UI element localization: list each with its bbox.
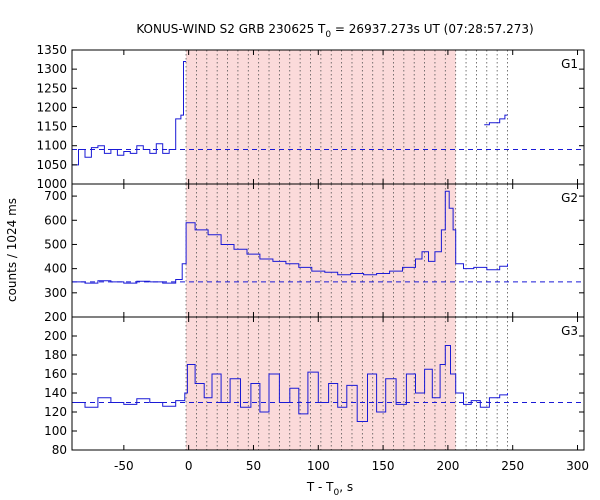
chart-title: KONUS-WIND S2 GRB 230625 T0 = 26937.273s…	[136, 22, 533, 40]
shaded-interval	[186, 50, 456, 184]
x-tick-label: 250	[501, 459, 524, 473]
panel-label: G1	[561, 57, 578, 71]
y-tick-label: 100	[44, 424, 67, 438]
y-tick-label: 500	[44, 237, 67, 251]
y-tick-label: 180	[44, 348, 67, 362]
panel-g2: 200 300 400 500 600 700 G2	[44, 183, 585, 324]
panel-label: G2	[561, 191, 578, 205]
count-rate-series	[72, 345, 508, 422]
panel-g1: 1000 1050 1100 1150 1200 1250 1300 1350 G1	[36, 43, 585, 191]
x-tick-label: 300	[566, 459, 589, 473]
x-tick-label: 100	[307, 459, 330, 473]
x-tick-label: 200	[436, 459, 459, 473]
y-axis-title: counts / 1024 ms	[5, 198, 19, 302]
y-tick-label: 700	[44, 189, 67, 203]
x-axis-title-prefix: T - T	[306, 480, 334, 494]
y-tick-label: 1350	[36, 43, 67, 57]
panels-layer: 10001050110011501200125013001350G1200300…	[36, 43, 589, 473]
x-axis-title-subscript: 0	[334, 488, 340, 498]
y-tick-label: 1100	[36, 139, 67, 153]
shaded-interval	[186, 184, 456, 317]
count-rate-series	[484, 114, 508, 126]
chart-title-subscript: 0	[325, 30, 331, 40]
x-axis-title-suffix: , s	[339, 480, 353, 494]
y-tick-label: 140	[44, 386, 67, 400]
y-tick-label: 600	[44, 213, 67, 227]
y-tick-label: 400	[44, 262, 67, 276]
y-tick-label: 1000	[36, 177, 67, 191]
count-rate-series	[72, 61, 187, 166]
chart-title-suffix: = 26937.273s UT (07:28:57.273)	[331, 22, 534, 36]
count-rate-series	[72, 190, 508, 284]
x-tick-label: 0	[185, 459, 193, 473]
shaded-interval	[186, 317, 456, 450]
chart-title-prefix: KONUS-WIND S2 GRB 230625 T	[136, 22, 326, 36]
y-tick-label: 80	[52, 443, 67, 457]
y-tick-label: 1050	[36, 158, 67, 172]
x-axis-title: T - T0, s	[306, 480, 353, 498]
y-tick-label: 200	[44, 329, 67, 343]
panel-g3: 80 100 120 140 160 180 200 G3	[44, 316, 585, 457]
y-tick-label: 300	[44, 286, 67, 300]
y-tick-label: 1250	[36, 81, 67, 95]
y-tick-label: 1150	[36, 120, 67, 134]
x-tick-label: -50	[114, 459, 134, 473]
y-tick-label: 120	[44, 405, 67, 419]
x-tick-label: 150	[372, 459, 395, 473]
panel-frame	[71, 316, 585, 451]
y-tick-label: 1200	[36, 100, 67, 114]
y-tick-label: 200	[44, 310, 67, 324]
panel-label: G3	[561, 324, 578, 338]
y-tick-label: 1300	[36, 62, 67, 76]
x-tick-label: 50	[246, 459, 261, 473]
y-tick-label: 160	[44, 367, 67, 381]
